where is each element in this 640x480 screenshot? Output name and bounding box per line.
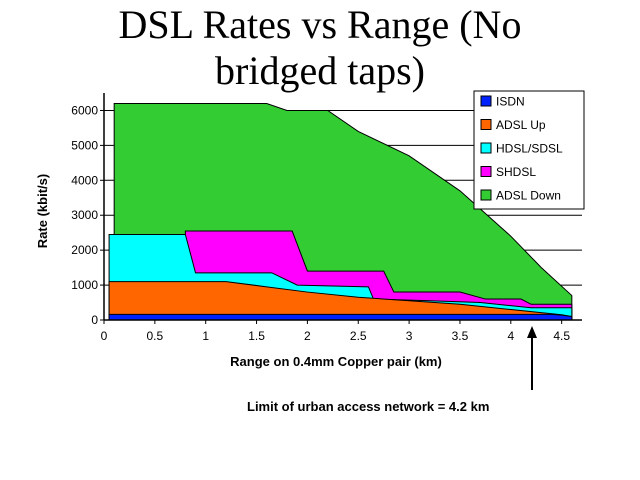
y-tick-label-3: 3000 <box>71 208 98 222</box>
x-tick-label-4: 2 <box>304 329 311 343</box>
legend-label-adsl-down: ADSL Down <box>496 189 561 203</box>
y-tick-label-4: 4000 <box>71 173 98 187</box>
x-tick-label-9: 4.5 <box>553 329 570 343</box>
y-tick-label-6: 6000 <box>71 103 98 117</box>
annotation-arrow <box>527 326 537 390</box>
tick-labels: 0 1000 2000 3000 4000 5000 6000 0 0.5 1 1.5 2 2.5 3 3.… <box>71 103 570 343</box>
annotation-text: Limit of urban access network = 4.2 km <box>247 399 490 414</box>
legend-swatch-isdn <box>480 95 492 107</box>
chart-title: DSL Rates vs Range (No bridged taps) <box>0 2 640 94</box>
x-tick-label-8: 4 <box>507 329 514 343</box>
axes <box>103 93 582 321</box>
title-line-2: bridged taps) <box>215 48 425 93</box>
x-tick-label-6: 3 <box>406 329 413 343</box>
legend: ISDN ADSL Up HDSL/SDSL SHDSL ADSL Down <box>473 90 585 210</box>
x-tick-label-5: 2.5 <box>350 329 367 343</box>
x-tick-label-0: 0 <box>101 329 108 343</box>
x-tick-label-7: 3.5 <box>452 329 469 343</box>
area-isdn <box>108 313 573 321</box>
legend-label-isdn: ISDN <box>496 95 525 109</box>
x-tick-label-1: 0.5 <box>147 329 164 343</box>
y-tick-label-1: 1000 <box>71 278 98 292</box>
legend-swatch-adsl-up <box>480 119 492 130</box>
legend-label-shdsl: SHDSL <box>496 165 536 179</box>
x-tick-label-3: 1.5 <box>248 329 265 343</box>
y-tick-label-2: 2000 <box>71 243 98 257</box>
x-axis-label: Range on 0.4mm Copper pair (km) <box>230 354 442 369</box>
legend-swatch-hdsl-sdsl <box>480 142 492 154</box>
x-tick-label-2: 1 <box>202 329 209 343</box>
legend-box <box>473 90 585 210</box>
y-tick-label-0: 0 <box>91 313 98 327</box>
y-tick-label-5: 5000 <box>71 138 98 152</box>
legend-label-hdsl-sdsl: HDSL/SDSL <box>496 142 563 156</box>
legend-swatch-shdsl <box>480 166 492 177</box>
y-axis-label: Rate (kbit/s) <box>35 174 50 248</box>
legend-label-adsl-up: ADSL Up <box>496 118 546 132</box>
title-line-1: DSL Rates vs Range (No <box>118 2 522 47</box>
legend-swatch-adsl-down <box>480 189 492 201</box>
